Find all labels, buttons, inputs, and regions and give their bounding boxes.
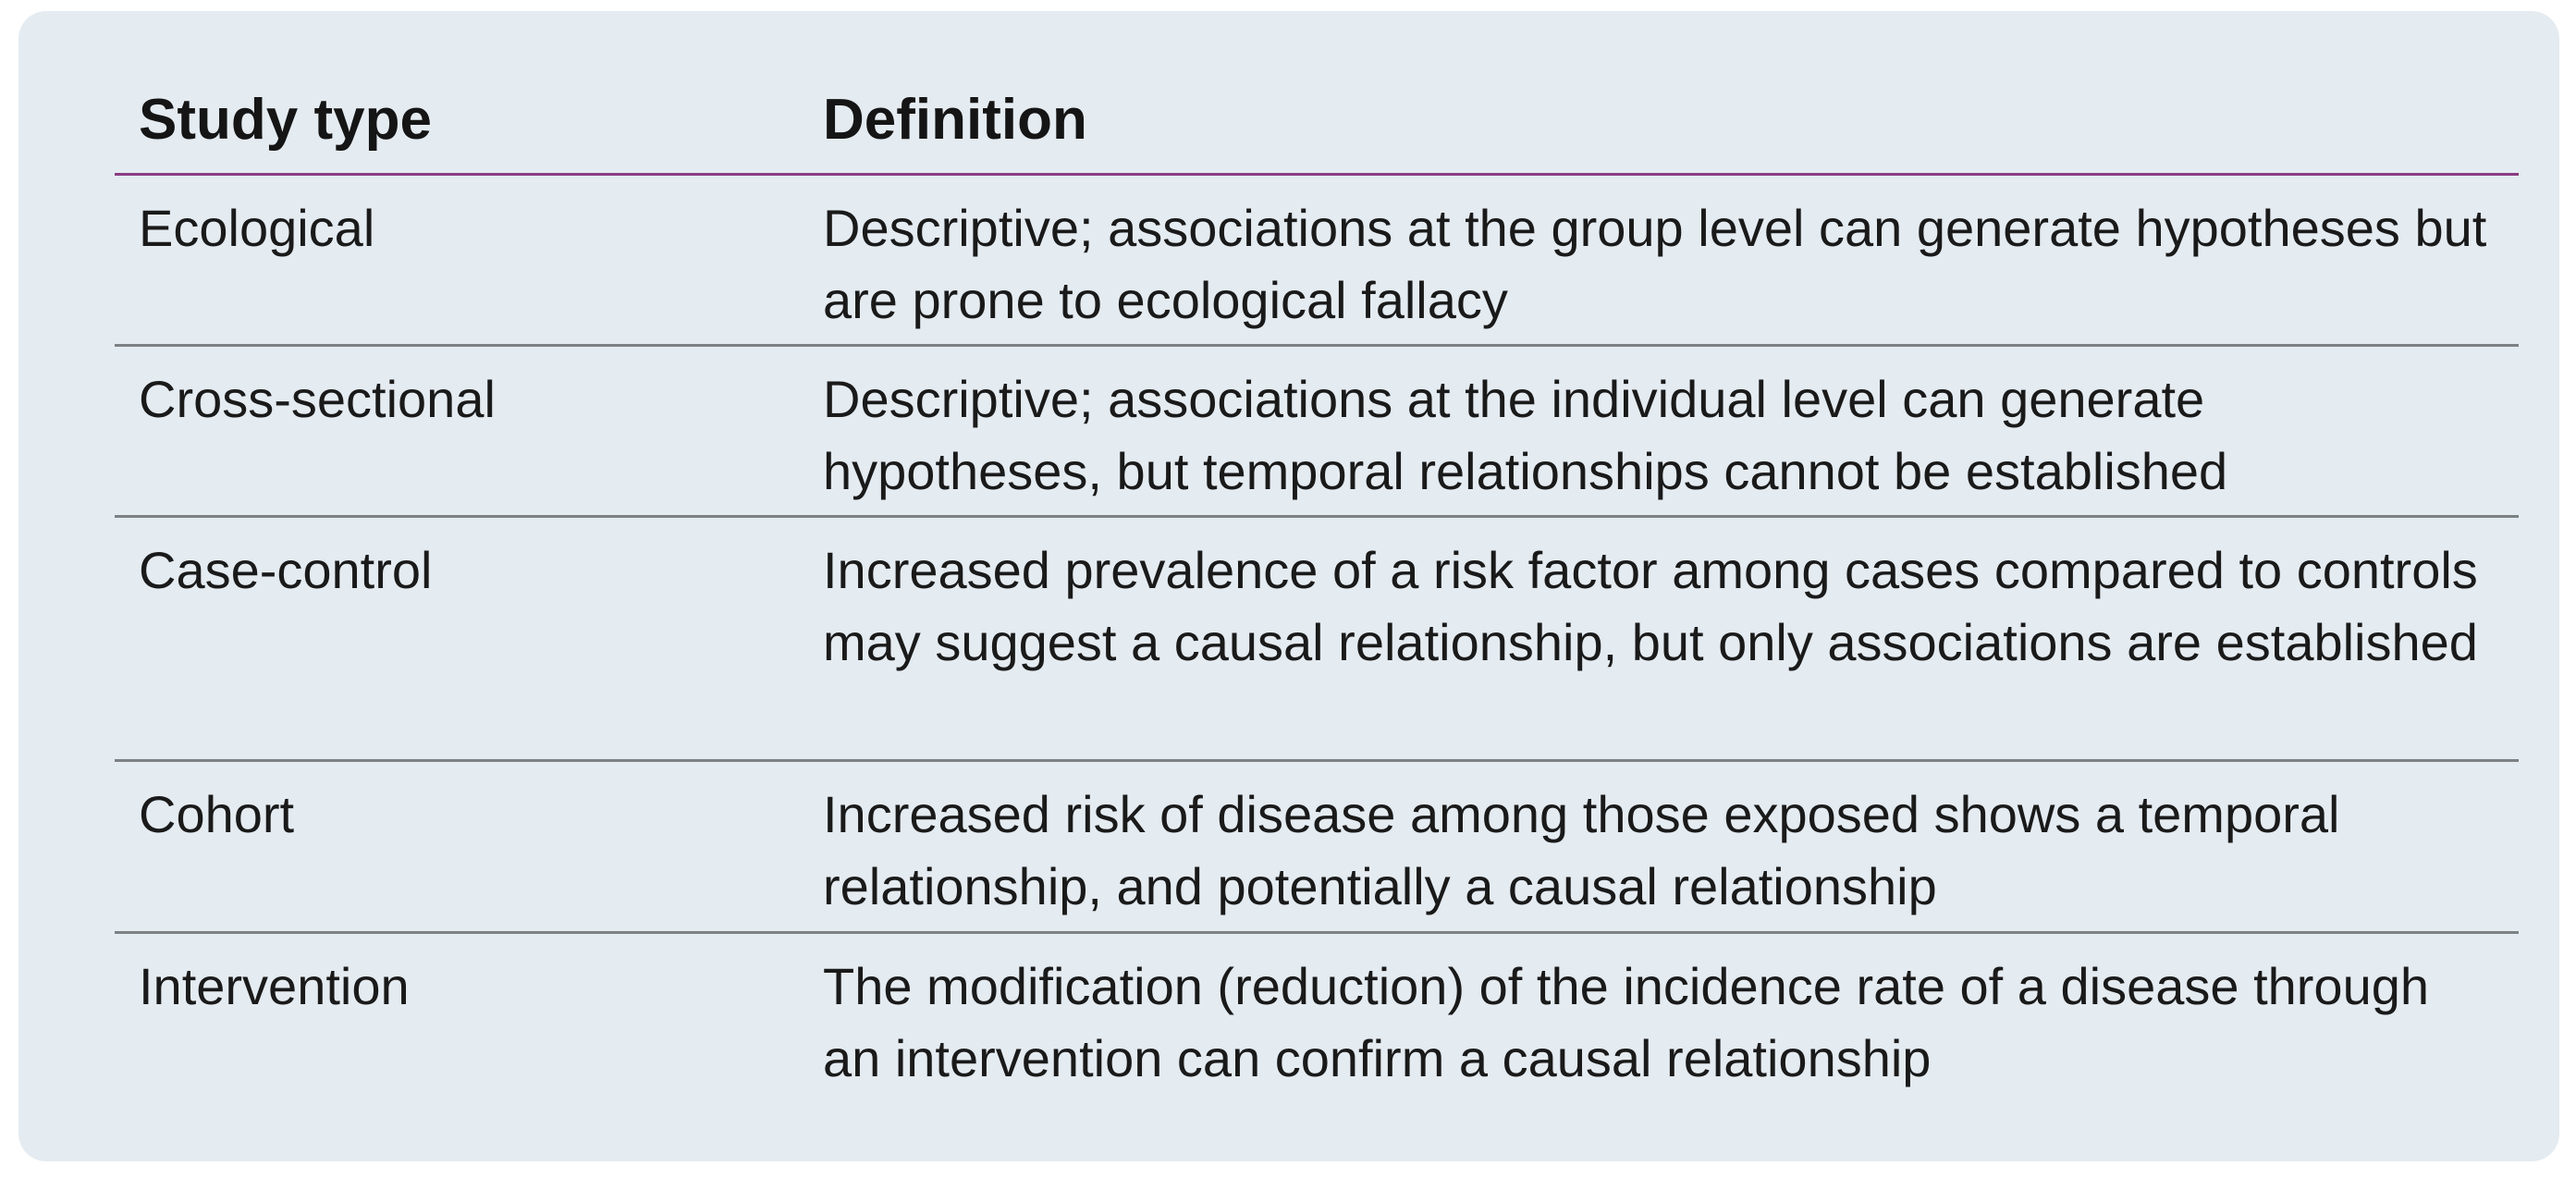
study-types-table: Study type Definition Ecological Descrip… <box>115 67 2519 1105</box>
header-definition: Definition <box>823 88 1087 152</box>
table-panel: Study type Definition Ecological Descrip… <box>18 11 2559 1161</box>
definition-cell: Increased risk of disease among those ex… <box>823 785 2340 915</box>
definition-cell: Descriptive; associations at the group l… <box>823 199 2487 329</box>
header-study-type: Study type <box>139 88 432 152</box>
table-header: Study type Definition <box>115 67 2519 176</box>
definition-cell: Increased prevalence of a risk factor am… <box>823 541 2478 671</box>
table-row: Cross-sectional Descriptive; association… <box>115 347 2519 518</box>
study-type-cell: Case-control <box>139 541 433 599</box>
definition-cell: Descriptive; associations at the individ… <box>823 370 2228 500</box>
table-row: Ecological Descriptive; associations at … <box>115 176 2519 347</box>
table-row: Intervention The modification (reduction… <box>115 934 2519 1105</box>
table-row: Case-control Increased prevalence of a r… <box>115 518 2519 762</box>
study-type-cell: Intervention <box>139 957 410 1015</box>
table-row: Cohort Increased risk of disease among t… <box>115 762 2519 934</box>
definition-cell: The modification (reduction) of the inci… <box>823 957 2430 1087</box>
study-type-cell: Cross-sectional <box>139 370 496 428</box>
study-type-cell: Cohort <box>139 785 295 843</box>
study-type-cell: Ecological <box>139 199 375 257</box>
